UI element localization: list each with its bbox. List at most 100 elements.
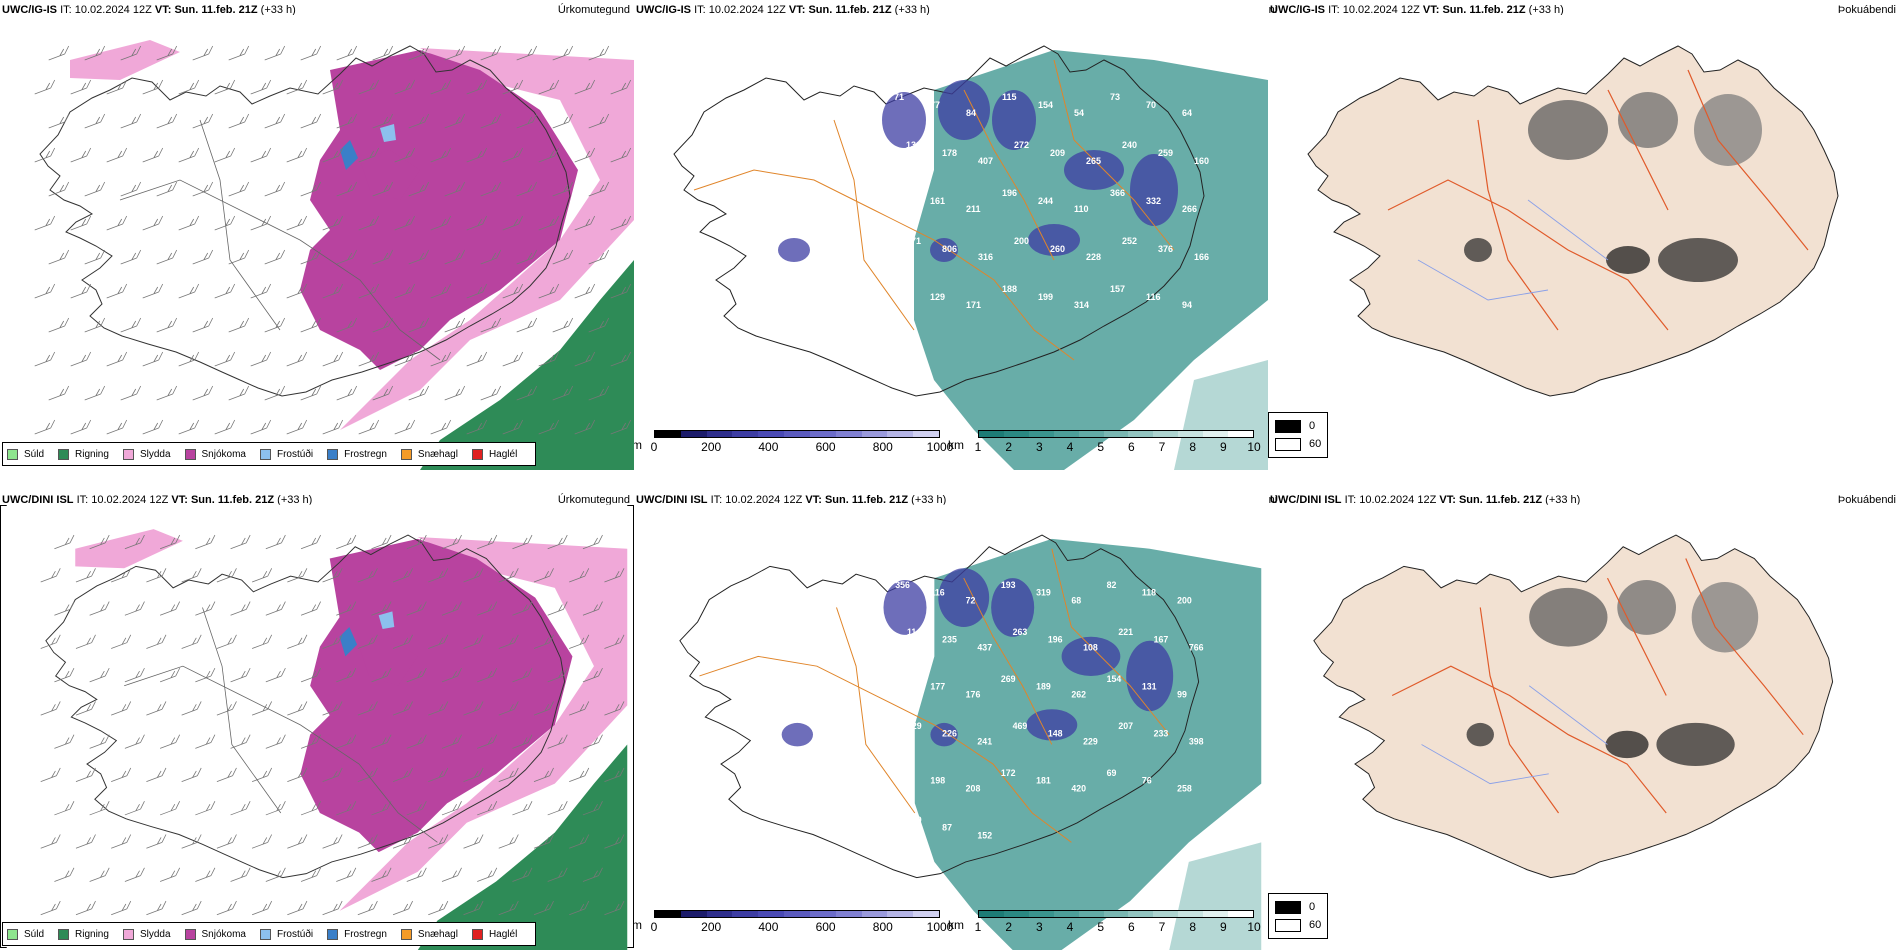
wind-barb <box>230 734 251 749</box>
wind-barb <box>480 385 502 401</box>
vis-header: UWC/IG-IS IT: 10.02.2024 12Z VT: Sun. 11… <box>634 0 1268 20</box>
wind-barb <box>430 351 452 367</box>
wind-barb <box>34 419 56 435</box>
wind-barb <box>286 283 308 299</box>
visibility-value-label: 114 <box>907 627 921 637</box>
visibility-value-label: 241 <box>977 736 992 746</box>
wind-barb <box>336 534 357 550</box>
visibility-value-label: 398 <box>1189 736 1204 746</box>
precip-header: UWC/IG-IS IT: 10.02.2024 12Z VT: Sun. 11… <box>0 0 634 20</box>
wind-barb <box>372 317 394 333</box>
colorbar-segment <box>1053 431 1079 437</box>
wind-barb <box>372 45 394 61</box>
wind-barb <box>89 801 110 816</box>
wind-barb <box>322 79 344 95</box>
legend-swatch <box>184 928 196 940</box>
visibility-value-label: 54 <box>1074 108 1084 118</box>
wind-barb <box>441 801 462 816</box>
wind-barb <box>408 45 430 61</box>
wind-barb <box>251 701 273 716</box>
low-visibility-patch <box>883 580 927 635</box>
colorbar-segment <box>979 431 1004 437</box>
precip-legend-item: Slydda <box>122 448 171 460</box>
wind-barb <box>392 834 413 849</box>
precip-legend-item: Snjókoma <box>184 928 246 940</box>
legend-swatch <box>400 448 412 460</box>
wind-barb <box>408 385 430 401</box>
freezing-rain-area <box>339 627 358 657</box>
legend-swatch <box>400 928 412 940</box>
wind-barb <box>195 667 216 683</box>
precip-legend-item: Súld <box>7 928 44 940</box>
it-label: IT: <box>1328 4 1340 16</box>
wind-barb <box>588 45 610 61</box>
wind-barb <box>610 351 632 367</box>
wind-barb <box>574 215 596 231</box>
wind-barb <box>300 385 322 401</box>
colorbar-strip <box>654 910 940 918</box>
wind-barb <box>463 701 484 716</box>
wind-barb <box>124 667 145 683</box>
sleet-area <box>75 529 183 569</box>
visibility-value-label: 469 <box>1013 721 1028 731</box>
visibility-value-label: 99 <box>1177 689 1187 699</box>
wind-barb <box>142 283 164 299</box>
colorbar-tick-label: 600 <box>815 920 836 934</box>
visibility-value-label: 437 <box>977 643 992 653</box>
wind-barb <box>322 283 344 299</box>
fog-legend-black-label: 0 <box>1309 901 1316 913</box>
visibility-value-label: 211 <box>966 204 981 214</box>
wind-barb <box>372 181 394 197</box>
wind-barb <box>178 351 200 367</box>
wind-barb <box>178 147 200 163</box>
wind-barb <box>40 900 61 916</box>
colorbar-tick-label: 400 <box>758 920 779 934</box>
wind-barbs <box>34 45 632 435</box>
visibility-value-label: 279 <box>895 674 910 684</box>
wind-barb <box>228 45 250 61</box>
wind-barb <box>516 385 538 401</box>
wind-barb <box>111 568 132 583</box>
wind-barb <box>441 601 462 616</box>
wind-barb <box>430 147 452 163</box>
wind-barb <box>336 385 358 401</box>
fog-legend-white-label: 60 <box>1309 919 1322 931</box>
wind-barb <box>214 283 236 299</box>
visibility-value-label: 87 <box>942 823 952 833</box>
wind-barb <box>406 534 427 550</box>
wind-barb <box>392 568 413 583</box>
wind-barb <box>463 767 484 783</box>
colorbar-segment <box>1228 431 1253 437</box>
wind-barb <box>392 634 413 649</box>
wind-barb <box>264 45 286 61</box>
wind-barb <box>89 734 110 749</box>
wind-barb <box>216 834 237 849</box>
wind-barb <box>124 534 145 550</box>
wind-barb <box>533 634 554 649</box>
visibility-value-label: 228 <box>1086 252 1101 262</box>
fog-legend-white-box <box>1275 438 1301 451</box>
wind-barb <box>538 215 560 231</box>
precip-legend-item: Slydda <box>122 928 171 940</box>
wind-barb <box>574 351 596 367</box>
wind-barb <box>441 867 462 882</box>
visibility-value-label: 766 <box>1189 643 1204 653</box>
vis-panel-row2: UWC/DINI ISL IT: 10.02.2024 12Z VT: Sun.… <box>634 490 1268 950</box>
wind-barb <box>40 634 61 649</box>
wind-barb <box>463 900 484 916</box>
wind-barb <box>146 701 167 716</box>
colorbar-segment <box>1178 911 1204 917</box>
wind-barb <box>466 215 488 231</box>
fog-layer <box>1268 15 1900 470</box>
visibility-value-label: 115 <box>1002 92 1017 102</box>
wind-barb <box>569 568 590 583</box>
precip-title: Úrkomutegund <box>557 4 630 16</box>
wind-barb <box>228 385 250 401</box>
wind-barb <box>216 634 237 649</box>
wind-barb <box>251 634 273 649</box>
wind-barb <box>70 215 92 231</box>
wind-barb <box>178 79 200 95</box>
wind-barb <box>336 734 357 749</box>
visibility-value-label: 198 <box>930 776 945 786</box>
wind-barb <box>512 801 533 816</box>
